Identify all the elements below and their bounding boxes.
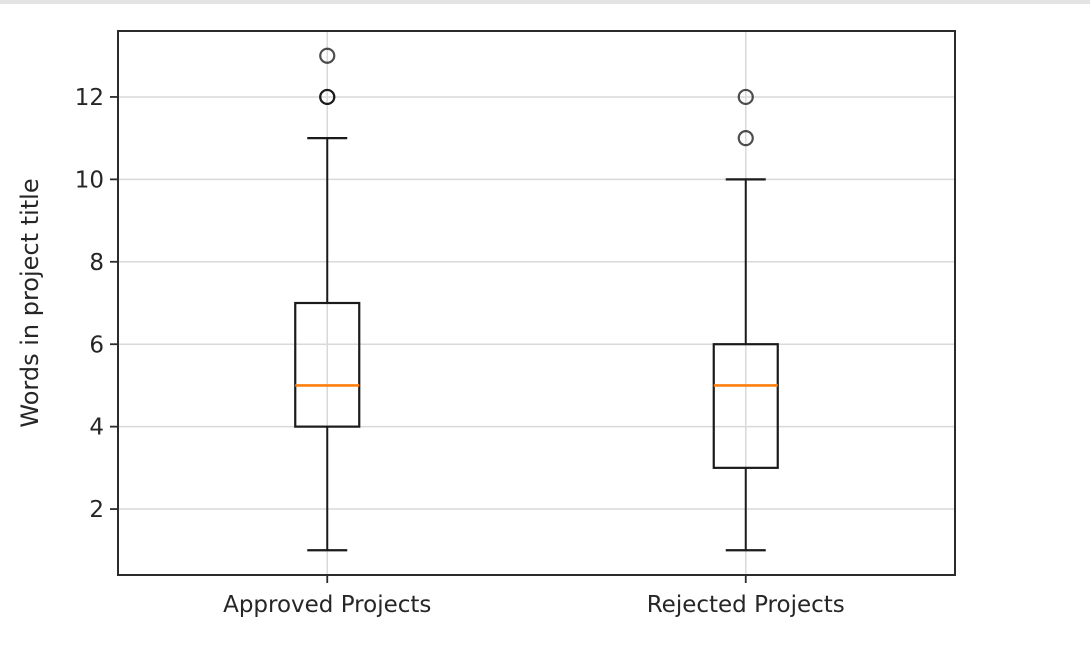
outlier-circle — [319, 88, 336, 106]
outlier-circle — [737, 88, 754, 106]
y-tick-label: 4 — [89, 415, 104, 441]
y-tick-label: 8 — [89, 250, 104, 276]
y-tick-label: 10 — [75, 167, 104, 193]
y-tick-label: 12 — [75, 85, 104, 111]
y-tick-label: 6 — [89, 332, 104, 358]
x-tick-label: Approved Projects — [223, 592, 431, 618]
iqr-box — [294, 301, 361, 428]
iqr-box — [712, 343, 779, 469]
page-top-divider — [0, 0, 1090, 4]
outlier-circle — [319, 47, 336, 64]
outlier-circle — [737, 130, 754, 147]
x-tick-label: Rejected Projects — [647, 592, 845, 618]
y-tick-label: 2 — [89, 497, 104, 523]
y-axis-label: Words in project title — [16, 178, 44, 427]
axes-frame — [117, 30, 956, 576]
